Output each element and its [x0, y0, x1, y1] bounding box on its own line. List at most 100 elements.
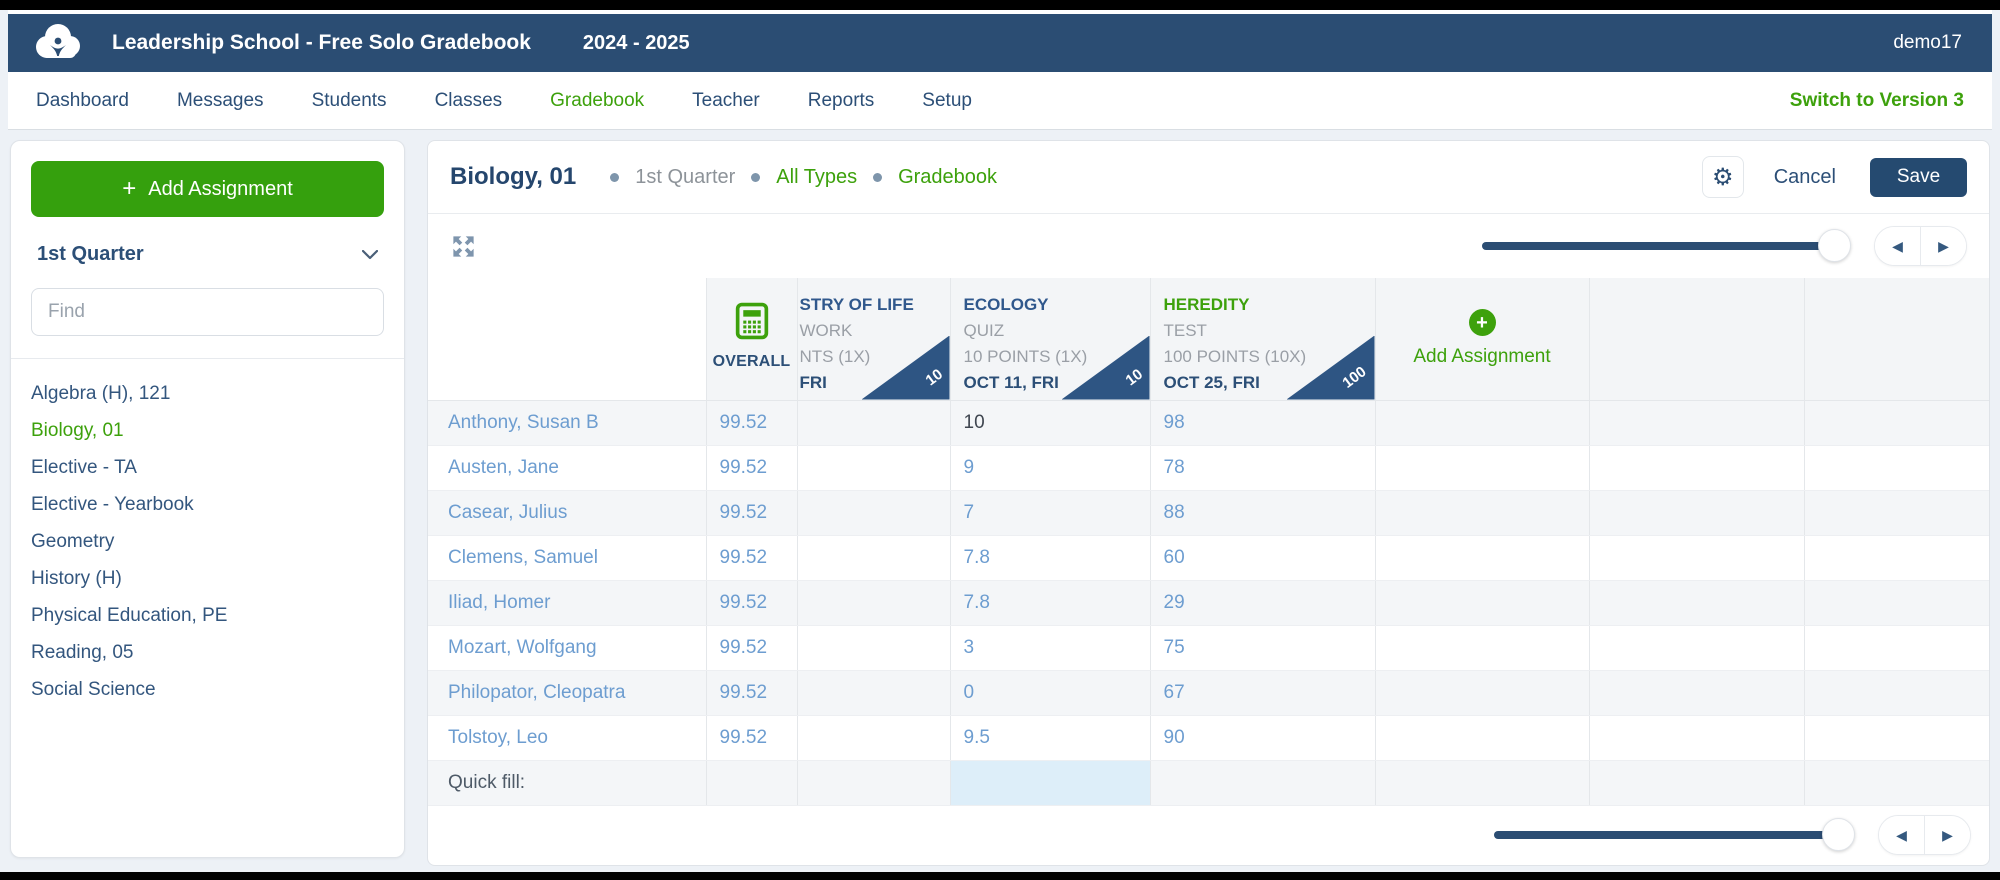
switch-version-link[interactable]: Switch to Version 3: [1789, 89, 1964, 111]
add-assignment-column-header[interactable]: + Add Assignment: [1375, 278, 1590, 401]
student-name[interactable]: Iliad, Homer: [428, 580, 707, 626]
score-cell[interactable]: 9.5: [950, 715, 1151, 761]
chevron-down-icon: [362, 249, 378, 259]
slider-thumb[interactable]: [1818, 229, 1851, 262]
nav-item-setup[interactable]: Setup: [922, 89, 972, 111]
assignment-column-header[interactable]: ECOLOGY QUIZ 10 POINTS (1X) OCT 11, FRI …: [950, 278, 1151, 401]
assignment-title: HEREDITY: [1163, 295, 1250, 314]
score-cell[interactable]: 90: [1150, 715, 1376, 761]
score-cell[interactable]: [797, 715, 951, 761]
breadcrumb-all-types[interactable]: All Types: [776, 165, 858, 188]
student-name[interactable]: Clemens, Samuel: [428, 535, 707, 581]
student-name[interactable]: Philopator, Cleopatra: [428, 670, 707, 716]
student-name[interactable]: Tolstoy, Leo: [428, 715, 707, 761]
empty-cell: [1375, 670, 1590, 716]
add-assignment-label: Add Assignment: [1413, 346, 1551, 368]
quick-fill-cell[interactable]: [1150, 760, 1376, 806]
empty-column-header: [1804, 278, 1989, 401]
scroll-left-button[interactable]: ◀: [1875, 227, 1921, 265]
add-assignment-button[interactable]: + Add Assignment: [31, 161, 384, 217]
score-cell[interactable]: [797, 400, 951, 446]
student-name[interactable]: Mozart, Wolfgang: [428, 625, 707, 671]
breadcrumb-quarter[interactable]: 1st Quarter: [635, 165, 736, 188]
student-name[interactable]: Anthony, Susan B: [428, 400, 707, 446]
score-cell[interactable]: 9: [950, 445, 1151, 491]
nav-item-reports[interactable]: Reports: [807, 89, 875, 111]
nav-item-dashboard[interactable]: Dashboard: [36, 89, 129, 111]
sidebar-class-item[interactable]: Reading, 05: [31, 642, 134, 663]
score-cell[interactable]: 88: [1150, 490, 1376, 536]
nav-item-students[interactable]: Students: [311, 89, 387, 111]
expand-grid-icon[interactable]: [450, 233, 477, 260]
empty-column-header: [1589, 278, 1805, 401]
cancel-button[interactable]: Cancel: [1773, 165, 1836, 188]
assignment-category: QUIZ: [963, 321, 1005, 340]
score-cell[interactable]: [797, 670, 951, 716]
score-cell[interactable]: [797, 625, 951, 671]
breadcrumb-dot: [873, 172, 883, 182]
score-cell[interactable]: [797, 535, 951, 581]
assignment-points: 100 POINTS (10X): [1163, 347, 1307, 366]
quick-fill-cell-active[interactable]: [950, 760, 1151, 806]
overall-grade-cell: 99.52: [706, 490, 798, 536]
score-cell[interactable]: 67: [1150, 670, 1376, 716]
score-cell[interactable]: 7: [950, 490, 1151, 536]
assignment-column-header[interactable]: HEREDITY TEST 100 POINTS (10X) OCT 25, F…: [1150, 278, 1376, 401]
nav-item-classes[interactable]: Classes: [434, 89, 503, 111]
sidebar-class-item[interactable]: Biology, 01: [31, 420, 124, 441]
score-cell[interactable]: 78: [1150, 445, 1376, 491]
score-cell[interactable]: 7.8: [950, 535, 1151, 581]
scroll-right-button[interactable]: ▶: [1921, 227, 1966, 265]
username[interactable]: demo17: [1893, 32, 1962, 53]
scroll-right-button[interactable]: ▶: [1925, 816, 1970, 855]
sidebar-class-item[interactable]: History (H): [31, 568, 122, 589]
settings-button[interactable]: ⚙: [1701, 156, 1744, 198]
sidebar-class-item[interactable]: Algebra (H), 121: [31, 383, 171, 404]
scroll-left-button[interactable]: ◀: [1879, 816, 1925, 855]
sidebar-class-item[interactable]: Elective - TA: [31, 457, 137, 478]
assignment-column-header[interactable]: STRY OF LIFE WORK NTS (1X) FRI 10: [797, 278, 951, 401]
quarter-selector[interactable]: 1st Quarter: [37, 243, 378, 266]
score-cell[interactable]: 98: [1150, 400, 1376, 446]
school-title: Leadership School - Free Solo Gradebook: [112, 31, 531, 54]
score-cell[interactable]: [797, 445, 951, 491]
score-cell[interactable]: [797, 490, 951, 536]
nav-item-messages[interactable]: Messages: [176, 89, 264, 111]
score-cell[interactable]: 7.8: [950, 580, 1151, 626]
breadcrumb-gradebook[interactable]: Gradebook: [898, 165, 998, 188]
save-button[interactable]: Save: [1870, 157, 1967, 197]
horizontal-scroll-slider-bottom[interactable]: [1494, 818, 1855, 852]
score-cell[interactable]: 60: [1150, 535, 1376, 581]
horizontal-scroll-slider-top[interactable]: [1482, 229, 1851, 262]
nav-item-teacher[interactable]: Teacher: [692, 89, 760, 111]
find-class-input[interactable]: [31, 288, 384, 336]
score-cell[interactable]: [797, 580, 951, 626]
score-cell[interactable]: 75: [1150, 625, 1376, 671]
sidebar-class-item[interactable]: Physical Education, PE: [31, 605, 228, 626]
quick-fill-cell[interactable]: [797, 760, 951, 806]
assignment-due-date: OCT 25, FRI: [1163, 373, 1260, 392]
empty-cell: [1375, 535, 1590, 581]
score-cell[interactable]: 0: [950, 670, 1151, 716]
sidebar-class-item[interactable]: Social Science: [31, 679, 156, 700]
plus-icon: +: [122, 175, 137, 202]
quick-fill-row: Quick fill:: [428, 760, 1989, 806]
main-nav: Dashboard Messages Students Classes Grad…: [8, 72, 1992, 130]
plus-circle-icon: +: [1468, 309, 1496, 337]
top-chrome: Leadership School - Free Solo Gradebook …: [8, 10, 1992, 130]
score-cell[interactable]: 3: [950, 625, 1151, 671]
school-cloud-logo-icon[interactable]: [34, 22, 82, 64]
assignment-title: ECOLOGY: [963, 295, 1049, 314]
grid-header-row: OVERALL STRY OF LIFE WORK NTS (1X) FRI 1…: [428, 278, 1989, 401]
score-cell[interactable]: 29: [1150, 580, 1376, 626]
student-name[interactable]: Casear, Julius: [428, 490, 707, 536]
overall-column-header[interactable]: OVERALL: [706, 278, 798, 401]
student-name[interactable]: Austen, Jane: [428, 445, 707, 491]
sidebar-class-item[interactable]: Geometry: [31, 531, 115, 552]
arrow-left-icon: ◀: [1892, 237, 1903, 254]
empty-cell: [1375, 760, 1590, 806]
sidebar-class-item[interactable]: Elective - Yearbook: [31, 494, 194, 515]
slider-thumb[interactable]: [1822, 818, 1855, 852]
nav-item-gradebook[interactable]: Gradebook: [550, 89, 645, 111]
score-cell[interactable]: 10: [950, 400, 1151, 446]
